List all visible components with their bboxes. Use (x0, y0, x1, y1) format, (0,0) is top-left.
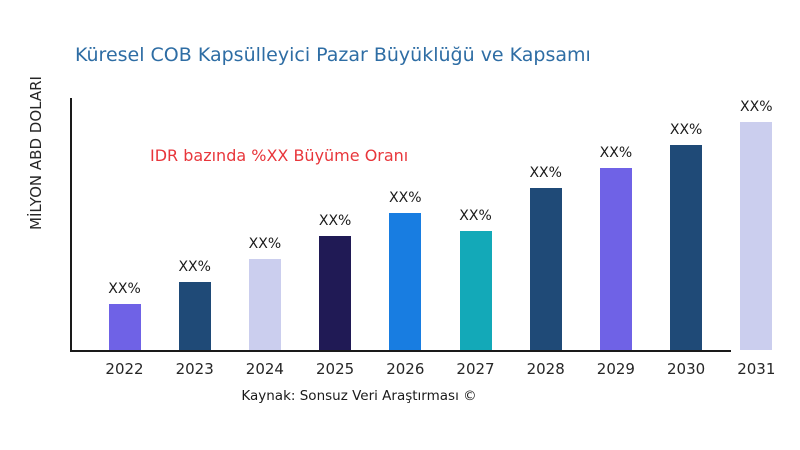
source-caption: Kaynak: Sonsuz Veri Araştırması © (241, 388, 477, 404)
bar-value-label: XX% (669, 121, 703, 138)
bar-group: XX% 2023 (160, 98, 230, 378)
bar-group: XX% 2026 (370, 98, 440, 378)
bar-group: XX% 2022 (90, 98, 160, 378)
bar (599, 167, 632, 350)
bar (178, 281, 211, 350)
bar-value-label: XX% (178, 258, 211, 275)
bar (248, 258, 281, 350)
chart-title: Küresel COB Kapsülleyici Pazar Büyüklüğü… (75, 44, 591, 66)
growth-rate-annotation: IDR bazında %XX Büyüme Oranı (150, 146, 409, 165)
bar-value-label: XX% (599, 144, 633, 161)
x-axis-line (70, 350, 731, 352)
bar-group: XX% 2029 (581, 98, 651, 378)
bar-value-label: XX% (108, 281, 141, 298)
bar (459, 231, 492, 350)
bar-group: XX% 2031 (721, 98, 791, 378)
bar-group: XX% 2030 (651, 98, 721, 378)
bar-value-label: XX% (740, 99, 773, 115)
bar (389, 213, 422, 350)
bar-value-label: XX% (318, 213, 352, 229)
bar-value-label: XX% (529, 165, 562, 182)
x-tick-label: 2028 (526, 360, 565, 378)
x-tick-label: 2024 (245, 360, 284, 378)
x-tick-label: 2026 (386, 360, 425, 378)
bar-value-label: XX% (459, 208, 492, 225)
bar-group: XX% 2024 (230, 98, 300, 378)
bar (108, 304, 141, 350)
x-tick-label: 2025 (316, 360, 355, 378)
y-axis-line (70, 98, 72, 352)
bar-value-label: XX% (389, 190, 422, 207)
bar (529, 188, 562, 350)
bar (740, 122, 773, 350)
x-tick-label: 2031 (737, 360, 776, 378)
x-tick-label: 2023 (175, 360, 214, 378)
bar-group: XX% 2027 (441, 98, 511, 378)
x-tick-label: 2030 (667, 360, 706, 378)
bar-group: XX% 2025 (300, 98, 370, 378)
x-tick-label: 2022 (105, 360, 144, 378)
bar (670, 144, 703, 350)
bar (319, 236, 352, 350)
x-tick-label: 2027 (456, 360, 495, 378)
bar-group: XX% 2028 (511, 98, 581, 378)
bar-value-label: XX% (248, 235, 282, 252)
plot-area: XX% 2022 XX% 2023 XX% 2024 XX% 2025 XX% 2026 XX% 20… (0, 98, 800, 378)
x-tick-label: 2029 (596, 360, 635, 378)
